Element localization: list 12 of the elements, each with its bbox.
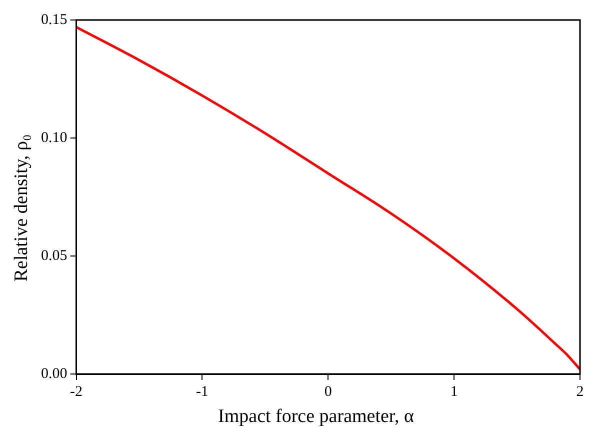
y-tick-label: 0.10 (41, 130, 68, 146)
y-axis-title: Relative density, ρ₀ (11, 134, 33, 282)
x-tick-label: -1 (196, 384, 208, 400)
x-axis-title: Impact force parameter, α (217, 406, 415, 428)
x-tick-label: 1 (450, 384, 458, 400)
x-tick-label: 2 (576, 384, 584, 400)
x-tick-label: -2 (70, 384, 82, 400)
line-series (76, 26, 580, 371)
y-tick-label: 0.00 (41, 366, 68, 382)
y-tick-label: 0.05 (41, 248, 68, 264)
x-tick-label: 0 (324, 384, 332, 400)
y-tick-label: 0.15 (41, 12, 68, 28)
